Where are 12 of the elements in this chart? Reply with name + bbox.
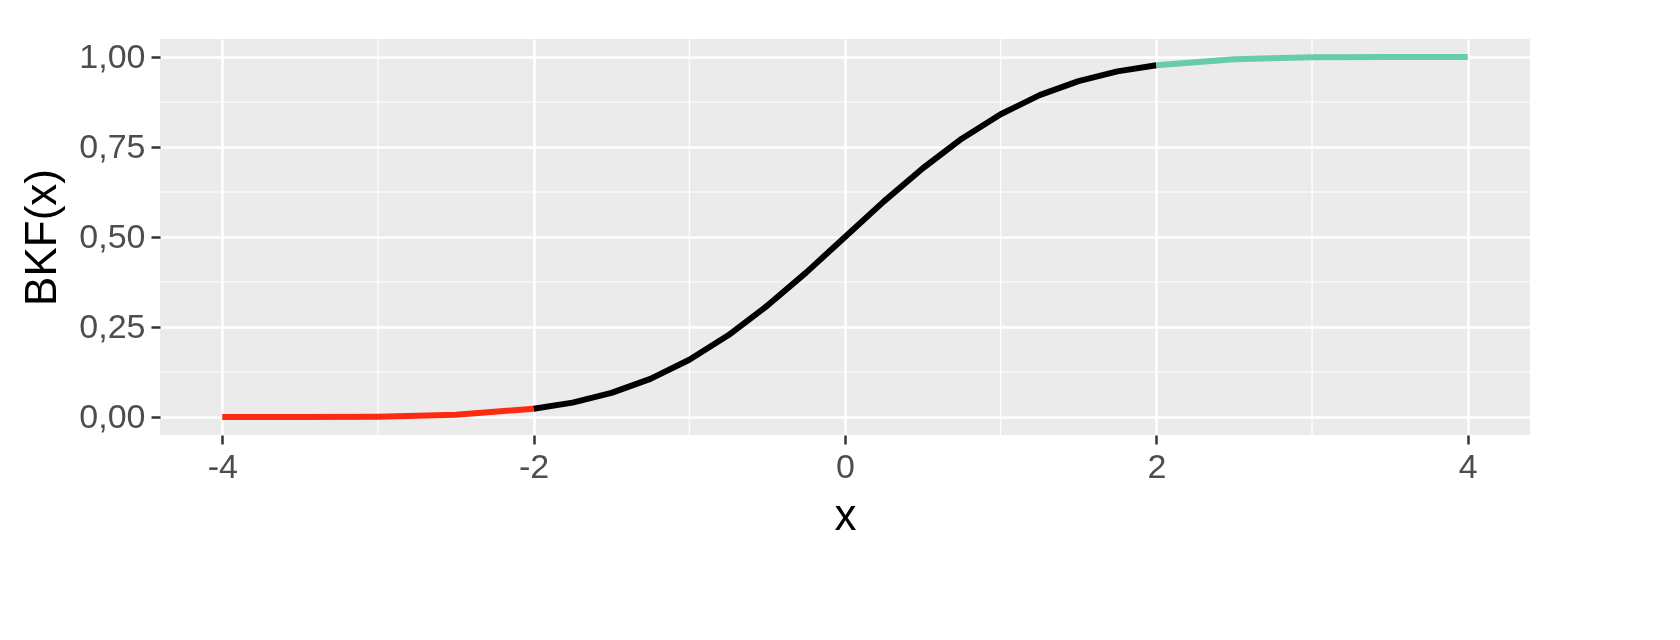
y-tick-label: 0,25 xyxy=(79,306,146,345)
x-tick-label: 4 xyxy=(1458,446,1478,485)
x-tick-label: -4 xyxy=(207,446,238,485)
x-axis-title: x xyxy=(834,489,857,539)
x-tick-label: 2 xyxy=(1147,446,1167,485)
y-tick-label: 0,50 xyxy=(79,216,146,255)
x-tick-label: -2 xyxy=(519,446,550,485)
x-tick-label: 0 xyxy=(836,446,855,485)
y-tick-label: 1,00 xyxy=(79,36,146,75)
y-axis-title: BKF(x) xyxy=(16,169,66,306)
y-tick-label: 0,75 xyxy=(79,126,146,165)
y-tick-label: 0,00 xyxy=(79,396,146,435)
